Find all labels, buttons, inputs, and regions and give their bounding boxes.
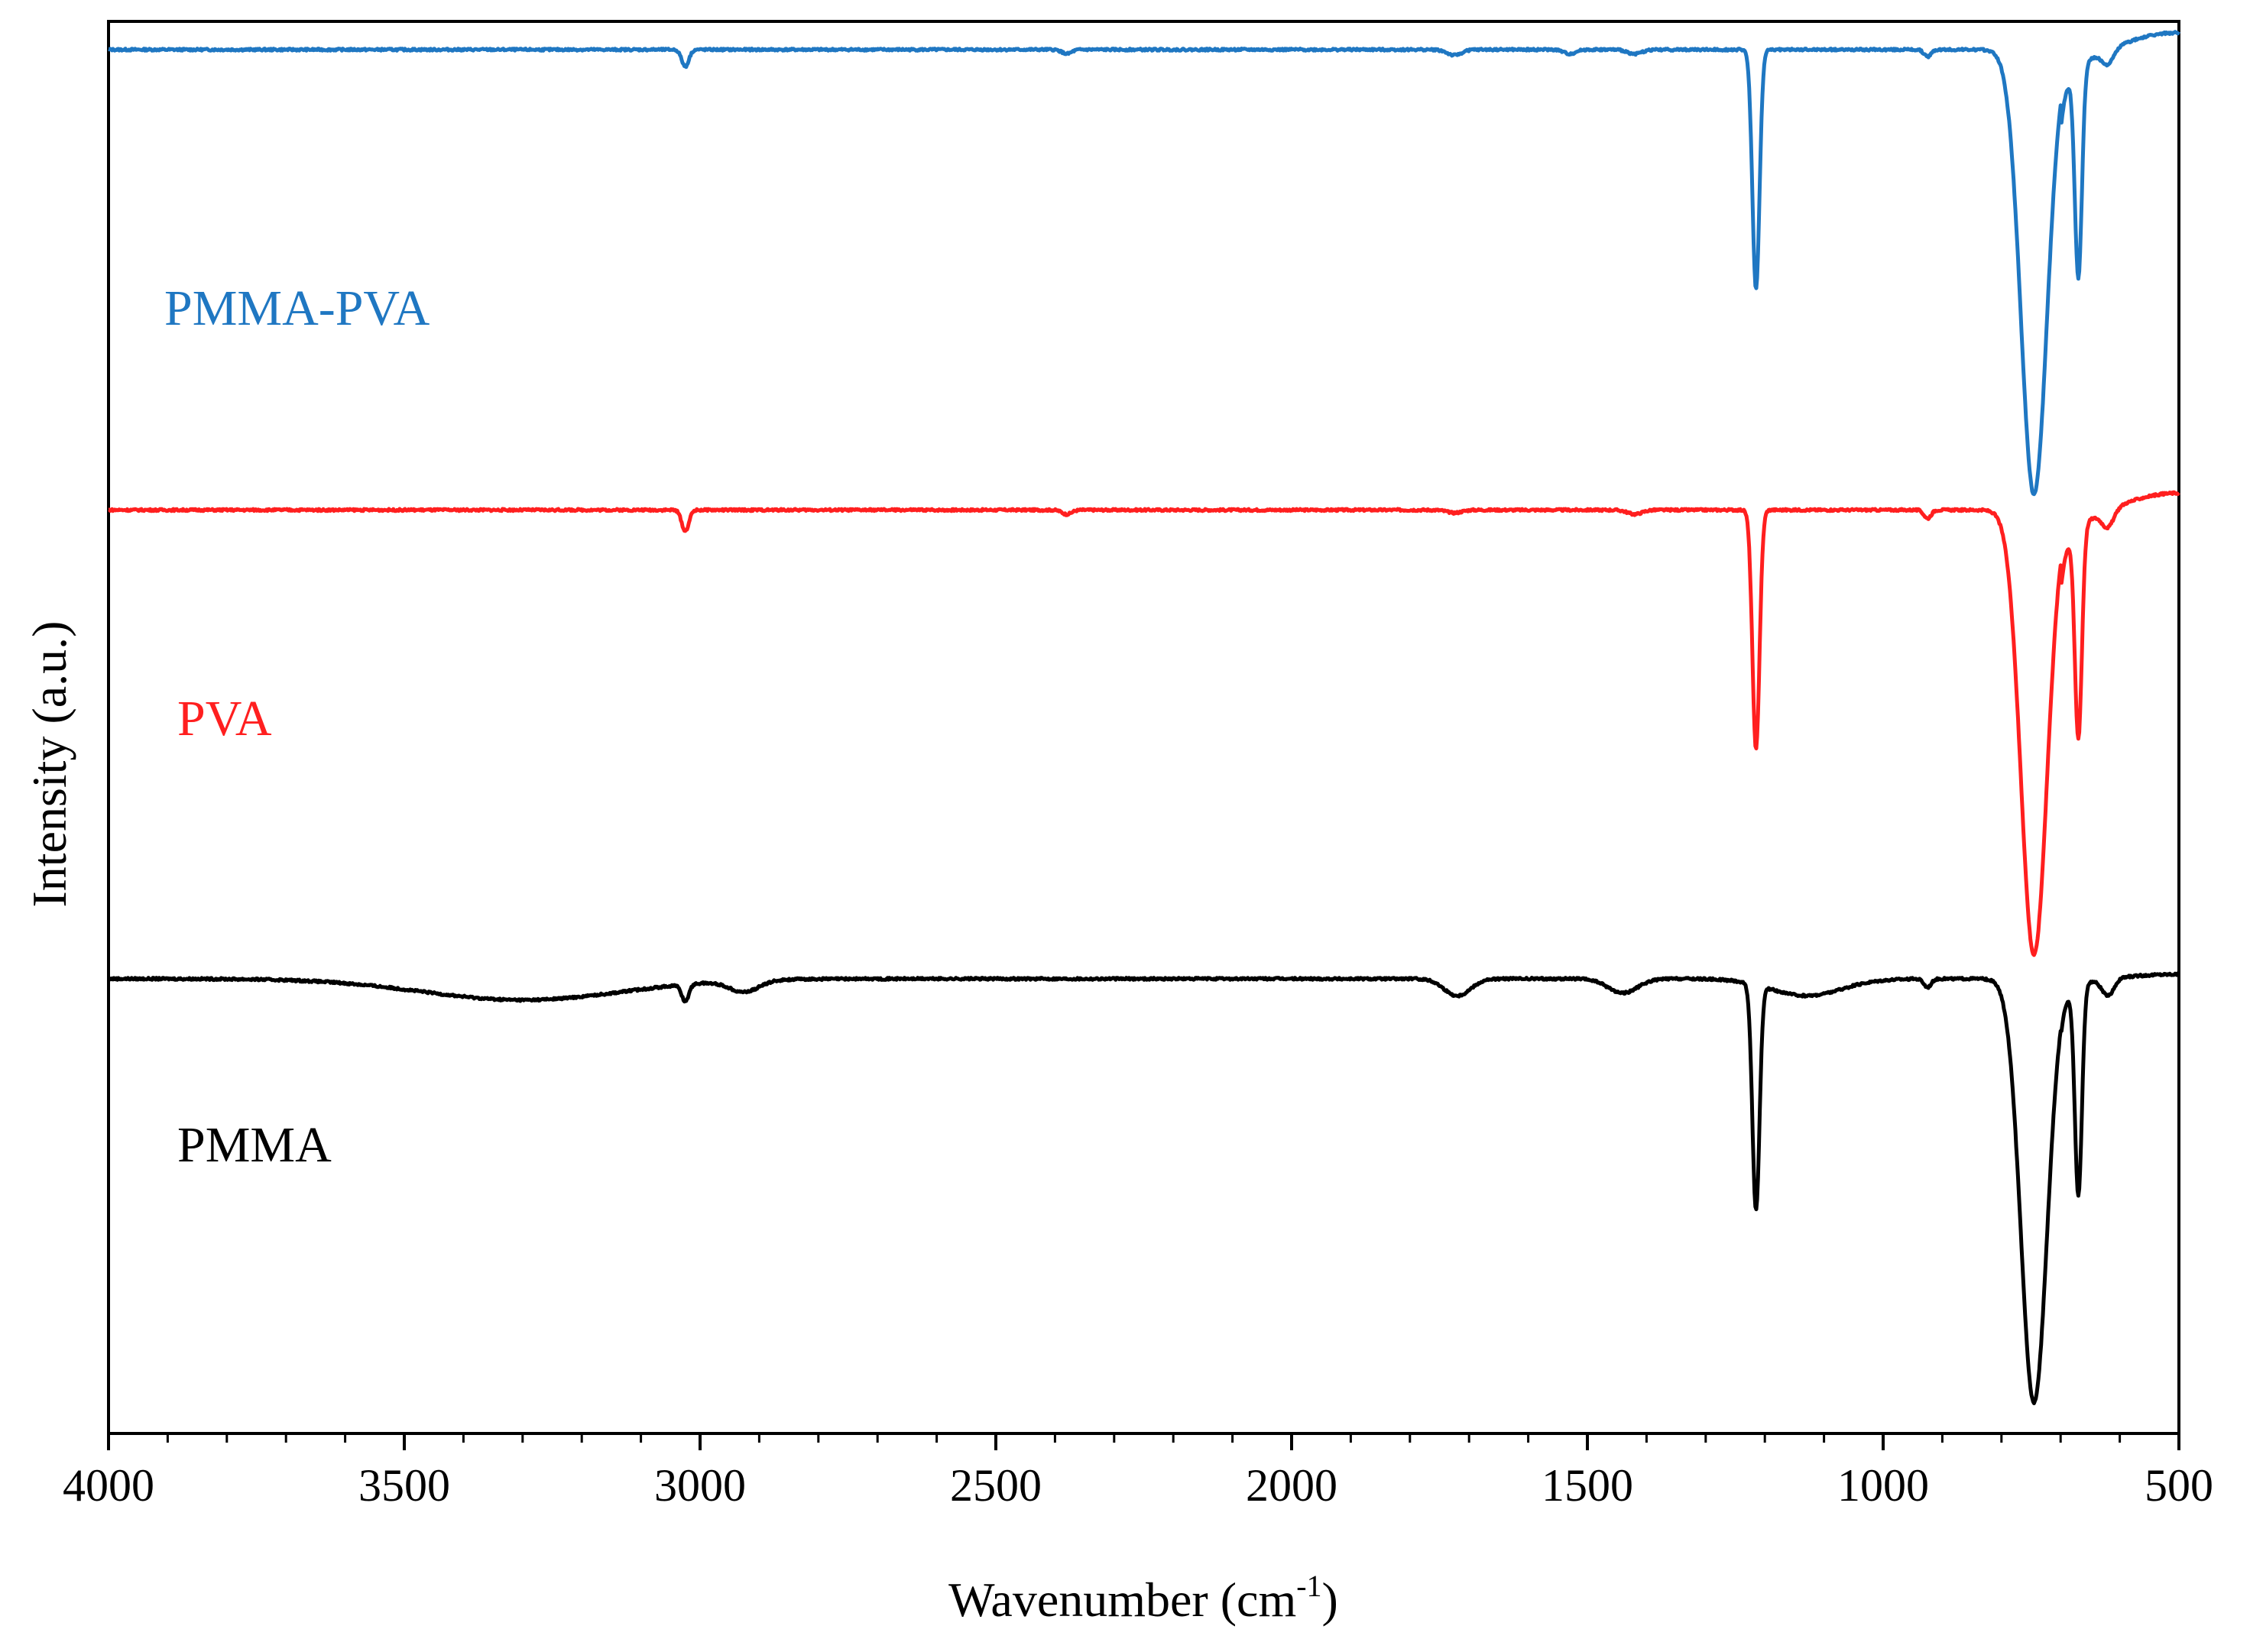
series-line-pva xyxy=(107,490,2180,957)
series-label-pmma-pva: PMMA-PVA xyxy=(164,280,430,336)
x-axis-ticks xyxy=(107,1433,2180,1450)
series-line-pmma-pva xyxy=(107,30,2180,497)
x-axis-title-main: Wavenumber (cm xyxy=(948,1573,1296,1627)
x-tick-label: 3000 xyxy=(654,1460,746,1511)
x-tick-label: 500 xyxy=(2145,1460,2213,1511)
series-line-pmma xyxy=(107,971,2180,1405)
x-axis-title: Wavenumber (cm-1) xyxy=(948,1569,1338,1627)
x-tick-label: 4000 xyxy=(63,1460,154,1511)
series-labels: PMMA-PVA PVA PMMA xyxy=(164,280,430,1173)
plot-frame xyxy=(107,20,2180,1435)
x-tick-label: 3500 xyxy=(358,1460,450,1511)
x-tick-label: 2000 xyxy=(1246,1460,1337,1511)
x-tick-label: 2500 xyxy=(950,1460,1042,1511)
x-axis-tick-labels: 4000 3500 3000 2500 2000 1500 1000 500 xyxy=(63,1460,2213,1511)
y-axis-title: Intensity (a.u.) xyxy=(22,621,76,908)
series-label-pva: PVA xyxy=(177,691,272,747)
x-tick-label: 1500 xyxy=(1542,1460,1633,1511)
x-tick-label: 1000 xyxy=(1837,1460,1929,1511)
x-axis-title-close: ) xyxy=(1322,1573,1338,1627)
series-label-pmma: PMMA xyxy=(177,1117,332,1173)
x-axis-title-superscript: -1 xyxy=(1296,1569,1321,1603)
series-lines xyxy=(107,30,2180,1405)
